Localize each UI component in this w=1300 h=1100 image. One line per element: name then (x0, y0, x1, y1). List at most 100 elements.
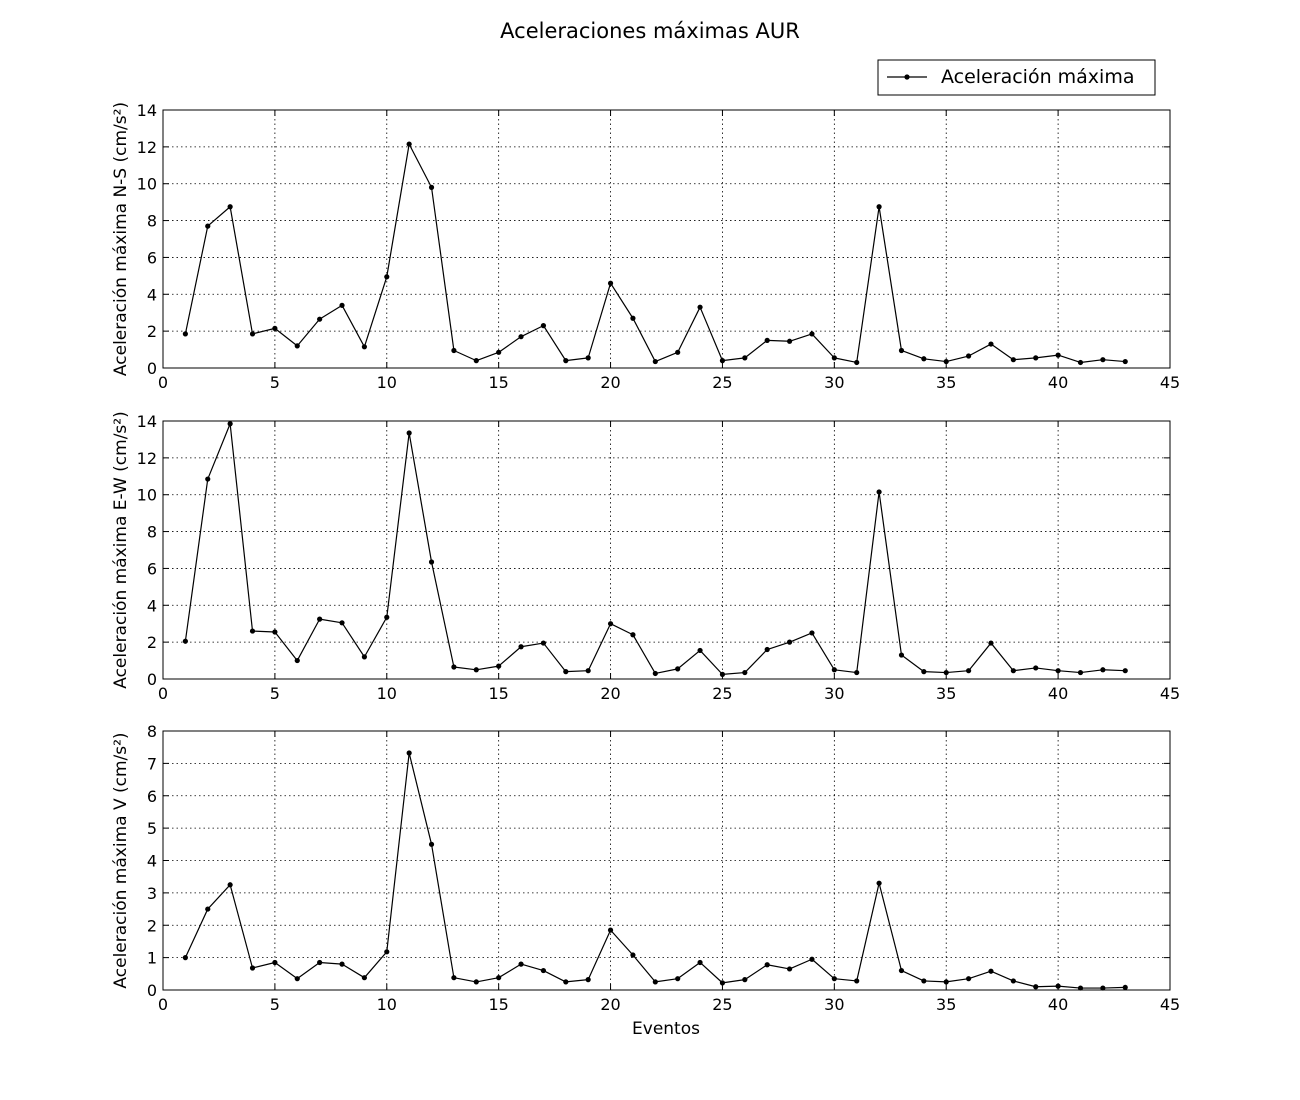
y-tick-label: 0 (147, 670, 157, 689)
x-tick-label: 15 (488, 995, 508, 1014)
data-point (898, 347, 905, 354)
data-point (697, 304, 703, 310)
legend-marker-sample (904, 74, 910, 80)
data-point (988, 341, 994, 347)
data-point (854, 669, 860, 676)
x-tick-label: 25 (712, 373, 732, 392)
series-line (184, 423, 1126, 675)
data-point (294, 657, 300, 664)
y-tick-label: 2 (147, 633, 157, 652)
data-point (428, 841, 435, 847)
data-point (585, 977, 591, 983)
data-point (1077, 359, 1084, 366)
data-point (317, 959, 323, 966)
data-point (317, 316, 323, 322)
y-tick-label: 10 (137, 486, 157, 505)
data-point (182, 331, 188, 337)
chart-title: Aceleraciones máximas AUR (500, 19, 800, 43)
y-tick-label: 7 (147, 754, 157, 773)
data-point (249, 628, 256, 634)
data-point (227, 204, 233, 210)
data-point (1033, 984, 1039, 990)
series-line (184, 752, 1126, 989)
y-tick-label: 0 (147, 359, 157, 378)
data-point (182, 955, 188, 961)
data-point (384, 614, 390, 620)
data-point (1010, 978, 1016, 984)
data-point (607, 927, 614, 933)
x-tick-label: 0 (158, 995, 168, 1014)
data-point (943, 979, 949, 985)
data-point (742, 977, 748, 983)
data-point (1100, 667, 1106, 673)
data-point (496, 349, 502, 355)
y-tick-label: 3 (147, 884, 157, 903)
data-point (854, 359, 860, 366)
x-tick-label: 0 (158, 373, 168, 392)
x-tick-label: 30 (824, 995, 844, 1014)
data-point (966, 353, 972, 359)
y-tick-label: 2 (147, 916, 157, 935)
data-point (540, 323, 547, 329)
data-point (294, 976, 300, 982)
y-tick-label: 0 (147, 981, 157, 1000)
data-point (540, 640, 547, 646)
y-tick-label: 12 (137, 138, 157, 157)
data-point (272, 629, 278, 635)
data-point (1033, 665, 1039, 671)
data-point (428, 184, 435, 190)
x-tick-label: 30 (824, 373, 844, 392)
data-point (921, 978, 927, 984)
data-point (719, 671, 726, 677)
data-point (205, 223, 211, 229)
legend: Aceleración máxima (877, 59, 1156, 96)
data-point (719, 358, 726, 364)
y-tick-label: 4 (147, 852, 157, 871)
data-point (227, 882, 233, 888)
series-line (184, 143, 1126, 364)
y-tick-label: 14 (137, 412, 157, 431)
data-point (630, 632, 636, 638)
data-point (540, 967, 547, 974)
data-point (898, 967, 905, 974)
x-tick-label: 40 (1048, 373, 1068, 392)
y-tick-label: 8 (147, 523, 157, 542)
data-point (831, 355, 837, 361)
data-point (876, 880, 882, 886)
data-point (384, 274, 390, 280)
data-point (182, 638, 188, 644)
data-point (630, 952, 636, 958)
data-point (317, 616, 323, 622)
legend-label: Aceleración máxima (941, 66, 1134, 88)
x-tick-label: 40 (1048, 684, 1068, 703)
x-tick-label: 0 (158, 684, 168, 703)
data-point (272, 959, 278, 966)
x-tick-label: 35 (936, 373, 956, 392)
data-point (563, 669, 569, 675)
data-point (1055, 983, 1061, 989)
y-tick-label: 5 (147, 819, 157, 838)
data-point (496, 975, 502, 981)
data-point (473, 358, 479, 364)
x-tick-label: 20 (600, 684, 620, 703)
data-point (1100, 357, 1106, 363)
x-tick-label: 20 (600, 995, 620, 1014)
data-point (496, 663, 502, 669)
data-point (518, 644, 524, 650)
data-point (764, 337, 770, 343)
data-point (943, 669, 949, 676)
data-point (988, 640, 994, 646)
data-point (1010, 357, 1016, 363)
data-point (1122, 668, 1128, 674)
y-tick-label: 2 (147, 322, 157, 341)
y-tick-label: 14 (137, 101, 157, 120)
data-point (1010, 668, 1016, 674)
data-point (1055, 668, 1061, 674)
x-tick-label: 25 (712, 684, 732, 703)
data-point (563, 979, 569, 985)
data-point (205, 476, 211, 482)
panel-1: 0 5 10 15 20 25 30 35 40 45 0 2 4 6 8 10 12 14 Aceleración… (111, 101, 1180, 392)
x-tick-label: 40 (1048, 995, 1068, 1014)
